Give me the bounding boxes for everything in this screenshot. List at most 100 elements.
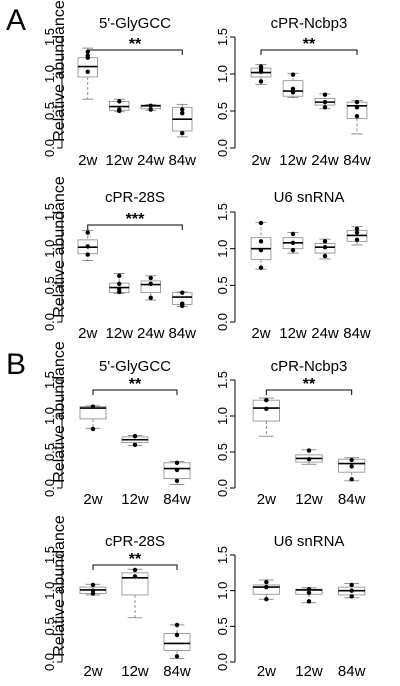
x-tick-label: 84w [338,663,366,680]
y-tick-label: 1.0 [215,65,230,83]
y-tick-label: 1.5 [215,28,230,46]
data-point [349,582,354,588]
data-point [349,594,354,599]
box-12w [121,433,149,447]
significance-bracket [92,564,178,570]
data-point [290,72,296,77]
box-12w [282,72,304,99]
data-point [290,247,296,253]
y-tick-label: 1.5 [42,371,57,389]
data-point [132,574,138,579]
y-tick-label: 1.0 [42,407,57,425]
data-point [290,240,296,245]
x-tick-label: 12w [121,663,149,680]
data-point [306,587,312,592]
data-point [180,290,185,295]
data-point [349,477,354,482]
y-tick-label: 0.5 [215,617,230,635]
data-point [148,103,153,109]
data-point [85,230,90,235]
x-tick-label: 12w [105,325,133,342]
y-tick-label: 0.0 [215,313,230,331]
chart-0: 5'-GlyGCC 0.0 0.5 1.0 1.5 2w 12w 24w 84w ** [42,15,196,169]
significance-marker: ** [303,36,316,53]
box-84w [346,226,368,246]
box-2w [252,397,280,437]
y-tick-label: 1.5 [215,203,230,221]
chart-title: cPR-28S [105,533,165,550]
x-tick-label: 2w [78,152,97,169]
data-point [258,64,264,69]
x-tick-label: 84w [168,325,196,342]
chart-3: U6 snRNA 0.0 0.5 1.0 1.5 2w 12w 24w 84w [215,189,371,342]
box-2w [77,229,98,261]
box-12w [109,273,130,295]
data-point [117,99,122,104]
box-84w [172,103,193,138]
box-2w [250,220,272,270]
x-tick-label: 2w [251,152,270,169]
data-point [264,406,269,411]
data-point [258,239,264,244]
x-tick-label: 84w [168,152,196,169]
data-point [258,265,264,270]
data-point [180,303,185,309]
data-point [180,107,185,112]
x-tick-label: 24w [311,152,339,169]
data-point [132,433,138,439]
chart-title: 5'-GlyGCC [99,15,171,32]
y-tick-label: 1.0 [42,582,57,600]
box-24w [314,238,336,260]
data-point [264,597,269,602]
chart-6: cPR-28S 0.0 0.5 1.0 1.5 2w 12w 84w ** [42,533,191,680]
chart-title: cPR-Ncbp3 [271,358,348,375]
box-84w [172,290,193,309]
data-point [322,253,328,259]
significance-bracket [87,224,183,230]
data-point [322,92,328,97]
significance-bracket [87,49,183,55]
box-2w [77,47,98,100]
data-point [264,397,269,403]
data-point [174,478,180,483]
y-tick-label: 1.0 [42,240,57,258]
significance-bracket [92,389,178,395]
data-point [264,584,269,590]
data-point [258,69,264,74]
chart-1: cPR-Ncbp3 0.0 0.5 1.0 1.5 2w 12w 24w 84w ** [215,15,371,169]
x-tick-label: 12w [279,152,307,169]
y-tick-label: 0.5 [42,102,57,120]
chart-title: cPR-Ncbp3 [271,15,348,32]
x-tick-label: 84w [338,491,366,508]
box-12w [109,98,130,114]
x-tick-label: 12w [295,491,323,508]
data-point [180,111,185,116]
box-12w [282,231,304,254]
y-tick-label: 1.0 [215,240,230,258]
data-point [258,220,264,226]
significance-marker: ** [129,36,142,53]
box-24w [140,275,161,301]
chart-title: U6 snRNA [274,533,345,550]
chart-title: U6 snRNA [274,189,345,206]
y-tick-label: 1.5 [42,546,57,564]
data-point [306,448,312,453]
y-tick-label: 0.5 [215,443,230,461]
data-point [354,226,360,232]
x-tick-label: 2w [83,663,102,680]
data-point [322,105,328,110]
data-point [148,275,153,281]
data-point [148,107,153,112]
box-24w [140,103,161,112]
x-tick-label: 24w [137,325,165,342]
data-point [117,289,122,295]
data-point [354,99,360,105]
data-point [85,69,90,74]
data-point [90,582,96,588]
data-point [117,281,122,287]
box-2w [250,63,272,85]
data-point [354,230,360,235]
panel-label-b: B [6,348,27,381]
x-tick-label: 84w [163,663,191,680]
